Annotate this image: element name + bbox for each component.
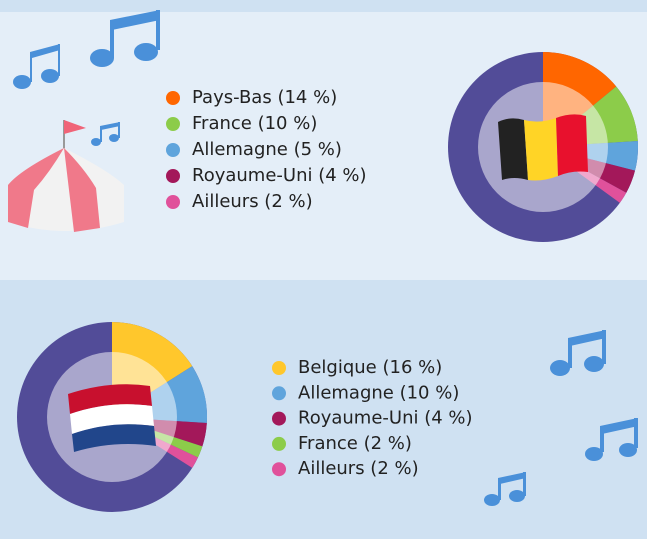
legend-label: Allemagne (5 %) [192, 139, 342, 160]
infographic: Pays-Bas (14 %) France (10 %) Allemagne (5… [0, 0, 647, 539]
legend-marker [166, 91, 180, 105]
legend-marker [166, 195, 180, 209]
legend-label: Pays-Bas (14 %) [192, 87, 337, 108]
legend-label: Royaume-Uni (4 %) [192, 165, 367, 186]
legend-marker [272, 462, 286, 476]
legend-label: Royaume-Uni (4 %) [298, 408, 473, 429]
legend-marker [272, 437, 286, 451]
legend-marker [166, 117, 180, 131]
legend-label: Ailleurs (2 %) [192, 191, 313, 212]
dutch-flag [68, 384, 156, 452]
legend-marker [166, 169, 180, 183]
legend-marker [272, 361, 286, 375]
legend-label: France (2 %) [298, 433, 412, 454]
legend-label: France (10 %) [192, 113, 317, 134]
legend-label: Belgique (16 %) [298, 357, 442, 378]
legend-label: Ailleurs (2 %) [298, 458, 419, 479]
legend-label: Allemagne (10 %) [298, 382, 459, 403]
legend-marker [272, 412, 286, 426]
legend-marker [166, 143, 180, 157]
legend-marker [272, 386, 286, 400]
belgian-flag [498, 114, 588, 180]
